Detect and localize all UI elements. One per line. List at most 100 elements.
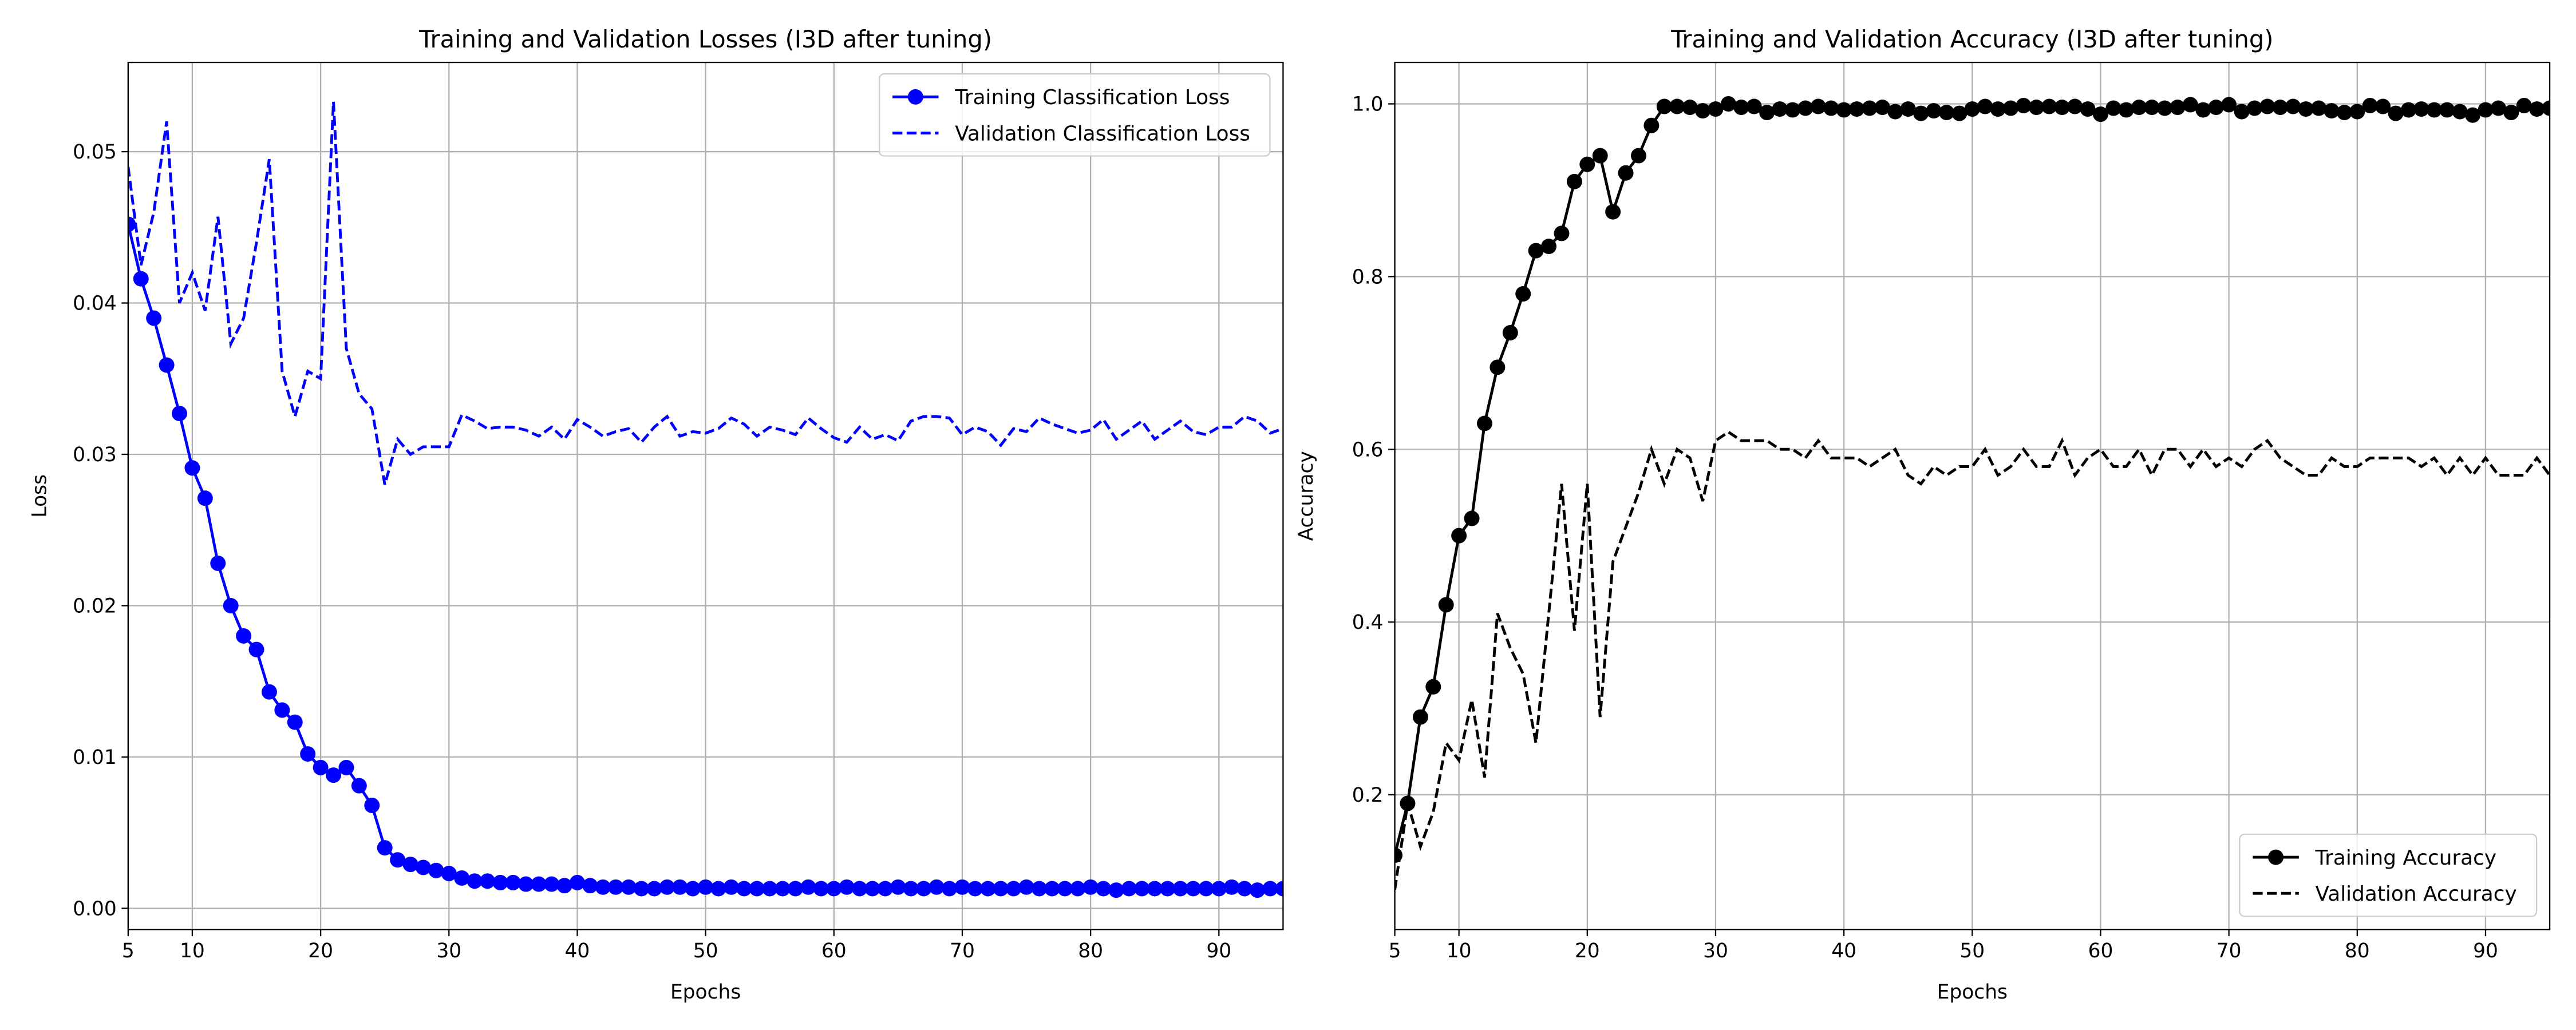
- x-tick-label: 20: [1575, 940, 1600, 962]
- data-point: [505, 874, 521, 890]
- data-point: [2182, 97, 2198, 113]
- data-point: [1554, 225, 1570, 241]
- axes-frame: [1394, 61, 2551, 930]
- data-point: [274, 702, 290, 718]
- y-tick-label: 0.05: [73, 141, 117, 164]
- data-point: [1951, 105, 1967, 121]
- data-point: [2388, 105, 2404, 121]
- data-point: [916, 881, 932, 897]
- data-point: [2092, 106, 2108, 122]
- data-point: [2067, 98, 2083, 114]
- data-point: [1236, 881, 1253, 897]
- data-point: [2157, 100, 2173, 116]
- data-point: [1262, 881, 1278, 897]
- data-point: [813, 881, 829, 897]
- data-point: [826, 881, 842, 897]
- data-point: [300, 746, 316, 762]
- data-point: [736, 881, 752, 897]
- data-point: [942, 881, 958, 897]
- legend-label: Training Classification Loss: [954, 86, 1230, 109]
- data-point: [659, 879, 675, 895]
- data-point: [1108, 882, 1124, 898]
- data-point: [1733, 100, 1749, 116]
- data-point: [518, 876, 534, 892]
- data-point: [967, 881, 983, 897]
- data-point: [903, 881, 919, 897]
- data-point: [685, 881, 701, 897]
- data-point: [877, 881, 893, 897]
- data-point: [1900, 101, 1916, 117]
- data-point: [223, 597, 239, 613]
- y-axis-label: Accuracy: [1295, 451, 1318, 541]
- data-point: [377, 840, 393, 856]
- data-point: [646, 881, 662, 897]
- data-point: [929, 879, 945, 895]
- data-point: [2041, 98, 2057, 114]
- data-point: [128, 216, 136, 232]
- data-point: [133, 271, 149, 287]
- data-point: [2413, 101, 2429, 117]
- data-point: [1797, 100, 1814, 116]
- data-point: [2465, 107, 2481, 123]
- x-axis-label: Epochs: [1937, 981, 2008, 1004]
- x-tick-label: 20: [308, 940, 333, 962]
- y-tick-label: 0.00: [73, 897, 117, 920]
- data-point: [698, 879, 714, 895]
- data-point: [2285, 98, 2301, 114]
- data-point: [1682, 100, 1698, 116]
- y-tick-label: 0.02: [73, 595, 117, 617]
- data-point: [993, 881, 1009, 897]
- data-point: [2195, 102, 2211, 118]
- data-point: [492, 874, 508, 890]
- data-point: [1476, 415, 1492, 431]
- data-point: [441, 866, 457, 882]
- data-point: [595, 879, 611, 895]
- data-point: [621, 879, 637, 895]
- chart-title: Training and Validation Losses (I3D afte…: [418, 25, 992, 53]
- data-point: [1451, 528, 1467, 544]
- data-point: [1502, 324, 1518, 340]
- data-point: [1096, 881, 1112, 897]
- data-point: [402, 857, 418, 873]
- x-tick-label: 40: [1831, 940, 1856, 962]
- data-point: [723, 879, 739, 895]
- data-point: [1913, 105, 1929, 121]
- data-point: [2490, 100, 2506, 116]
- x-tick-label: 60: [2088, 940, 2113, 962]
- data-point: [1224, 879, 1240, 895]
- data-point: [2144, 100, 2160, 116]
- data-point: [1810, 98, 1826, 114]
- data-point: [1134, 881, 1150, 897]
- data-point: [1250, 882, 1266, 898]
- data-point: [287, 714, 303, 730]
- data-point: [1720, 96, 1736, 112]
- legend-marker: [907, 89, 923, 105]
- legend-label: Validation Classification Loss: [955, 122, 1250, 145]
- data-point: [2208, 100, 2224, 116]
- data-point: [2426, 102, 2442, 118]
- y-tick-label: 0.03: [73, 443, 117, 466]
- y-tick-label: 0.4: [1352, 611, 1384, 634]
- data-point: [146, 310, 162, 326]
- data-point: [1082, 879, 1099, 895]
- data-point: [1172, 881, 1188, 897]
- data-point: [1862, 100, 1878, 116]
- data-point: [2170, 100, 2186, 116]
- data-point: [2272, 100, 2288, 116]
- data-point: [749, 881, 765, 897]
- data-point: [2234, 104, 2250, 120]
- data-point: [1938, 105, 1954, 121]
- data-point: [890, 879, 906, 895]
- data-point: [2221, 97, 2237, 113]
- legend-box: [2239, 833, 2538, 917]
- data-point: [582, 878, 598, 894]
- data-point: [1964, 101, 1980, 117]
- data-point: [1669, 98, 1685, 114]
- y-tick-label: 0.04: [73, 292, 117, 315]
- data-point: [415, 859, 431, 876]
- data-point: [2311, 100, 2327, 116]
- data-point: [2324, 103, 2340, 119]
- subplot: 5 10 20 30 40 50 60 70 80 90 0.00 0.01 0.02 0.03 0.04 0…: [28, 25, 1284, 1004]
